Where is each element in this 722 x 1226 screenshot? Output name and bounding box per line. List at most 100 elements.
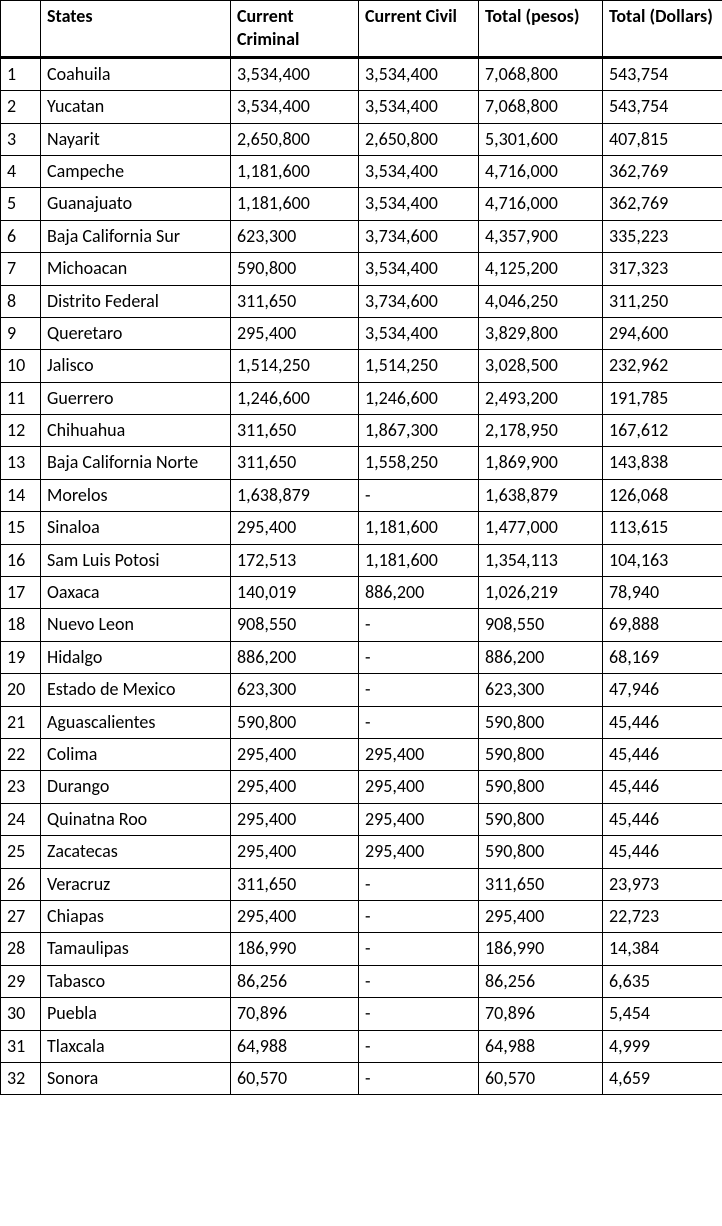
cell-state: Chihuahua bbox=[41, 415, 231, 447]
cell-pesos: 70,896 bbox=[479, 998, 603, 1030]
cell-pesos: 86,256 bbox=[479, 965, 603, 997]
cell-civil: 1,181,600 bbox=[359, 512, 479, 544]
cell-state: Campeche bbox=[41, 155, 231, 187]
cell-dollars: 191,785 bbox=[603, 382, 722, 414]
cell-civil: 1,514,250 bbox=[359, 350, 479, 382]
cell-criminal: 1,181,600 bbox=[231, 155, 359, 187]
cell-state: Coahuila bbox=[41, 57, 231, 90]
cell-civil: 1,867,300 bbox=[359, 415, 479, 447]
cell-pesos: 5,301,600 bbox=[479, 123, 603, 155]
cell-dollars: 45,446 bbox=[603, 771, 722, 803]
cell-pesos: 3,028,500 bbox=[479, 350, 603, 382]
cell-dollars: 45,446 bbox=[603, 836, 722, 868]
table-row: 25Zacatecas295,400295,400590,80045,446 bbox=[1, 836, 722, 868]
cell-idx: 7 bbox=[1, 253, 41, 285]
cell-criminal: 1,181,600 bbox=[231, 188, 359, 220]
cell-dollars: 543,754 bbox=[603, 91, 722, 123]
cell-civil: 3,534,400 bbox=[359, 253, 479, 285]
cell-dollars: 407,815 bbox=[603, 123, 722, 155]
cell-pesos: 623,300 bbox=[479, 674, 603, 706]
cell-pesos: 311,650 bbox=[479, 868, 603, 900]
cell-idx: 29 bbox=[1, 965, 41, 997]
cell-criminal: 3,534,400 bbox=[231, 57, 359, 90]
cell-pesos: 4,716,000 bbox=[479, 155, 603, 187]
table-row: 32Sonora60,570-60,5704,659 bbox=[1, 1062, 722, 1094]
cell-state: Oaxaca bbox=[41, 577, 231, 609]
cell-idx: 15 bbox=[1, 512, 41, 544]
cell-idx: 16 bbox=[1, 544, 41, 576]
table-row: 4Campeche1,181,6003,534,4004,716,000362,… bbox=[1, 155, 722, 187]
cell-dollars: 126,068 bbox=[603, 479, 722, 511]
cell-state: Chiapas bbox=[41, 900, 231, 932]
cell-pesos: 3,829,800 bbox=[479, 317, 603, 349]
header-dollars: Total (Dollars) bbox=[603, 1, 722, 58]
header-states: States bbox=[41, 1, 231, 58]
cell-dollars: 167,612 bbox=[603, 415, 722, 447]
cell-civil: 3,734,600 bbox=[359, 220, 479, 252]
cell-state: Tamaulipas bbox=[41, 933, 231, 965]
cell-idx: 25 bbox=[1, 836, 41, 868]
cell-criminal: 590,800 bbox=[231, 253, 359, 285]
cell-pesos: 908,550 bbox=[479, 609, 603, 641]
table-row: 13Baja California Norte311,6501,558,2501… bbox=[1, 447, 722, 479]
cell-state: Nayarit bbox=[41, 123, 231, 155]
cell-pesos: 1,638,879 bbox=[479, 479, 603, 511]
cell-pesos: 590,800 bbox=[479, 771, 603, 803]
cell-state: Yucatan bbox=[41, 91, 231, 123]
cell-dollars: 311,250 bbox=[603, 285, 722, 317]
cell-civil: 295,400 bbox=[359, 803, 479, 835]
cell-criminal: 295,400 bbox=[231, 771, 359, 803]
cell-criminal: 186,990 bbox=[231, 933, 359, 965]
cell-state: Estado de Mexico bbox=[41, 674, 231, 706]
cell-state: Michoacan bbox=[41, 253, 231, 285]
cell-idx: 5 bbox=[1, 188, 41, 220]
table-row: 29Tabasco86,256-86,2566,635 bbox=[1, 965, 722, 997]
cell-pesos: 2,493,200 bbox=[479, 382, 603, 414]
cell-criminal: 60,570 bbox=[231, 1062, 359, 1094]
cell-pesos: 295,400 bbox=[479, 900, 603, 932]
cell-state: Morelos bbox=[41, 479, 231, 511]
cell-pesos: 590,800 bbox=[479, 836, 603, 868]
cell-dollars: 47,946 bbox=[603, 674, 722, 706]
cell-pesos: 4,716,000 bbox=[479, 188, 603, 220]
table-row: 7Michoacan590,8003,534,4004,125,200317,3… bbox=[1, 253, 722, 285]
cell-dollars: 104,163 bbox=[603, 544, 722, 576]
cell-idx: 4 bbox=[1, 155, 41, 187]
cell-idx: 1 bbox=[1, 57, 41, 90]
cell-pesos: 7,068,800 bbox=[479, 57, 603, 90]
table-row: 18Nuevo Leon908,550-908,55069,888 bbox=[1, 609, 722, 641]
cell-dollars: 6,635 bbox=[603, 965, 722, 997]
cell-criminal: 86,256 bbox=[231, 965, 359, 997]
cell-dollars: 543,754 bbox=[603, 57, 722, 90]
cell-dollars: 5,454 bbox=[603, 998, 722, 1030]
cell-dollars: 45,446 bbox=[603, 738, 722, 770]
cell-idx: 17 bbox=[1, 577, 41, 609]
cell-criminal: 295,400 bbox=[231, 512, 359, 544]
cell-civil: - bbox=[359, 933, 479, 965]
cell-state: Aguascalientes bbox=[41, 706, 231, 738]
cell-state: Puebla bbox=[41, 998, 231, 1030]
cell-civil: - bbox=[359, 1030, 479, 1062]
cell-idx: 24 bbox=[1, 803, 41, 835]
cell-criminal: 140,019 bbox=[231, 577, 359, 609]
cell-pesos: 1,477,000 bbox=[479, 512, 603, 544]
cell-state: Guanajuato bbox=[41, 188, 231, 220]
table-row: 16Sam Luis Potosi172,5131,181,6001,354,1… bbox=[1, 544, 722, 576]
cell-pesos: 590,800 bbox=[479, 738, 603, 770]
cell-pesos: 186,990 bbox=[479, 933, 603, 965]
cell-idx: 18 bbox=[1, 609, 41, 641]
cell-civil: 3,534,400 bbox=[359, 155, 479, 187]
cell-idx: 11 bbox=[1, 382, 41, 414]
cell-criminal: 311,650 bbox=[231, 285, 359, 317]
table-row: 6Baja California Sur623,3003,734,6004,35… bbox=[1, 220, 722, 252]
cell-civil: 1,181,600 bbox=[359, 544, 479, 576]
cell-civil: - bbox=[359, 674, 479, 706]
cell-pesos: 60,570 bbox=[479, 1062, 603, 1094]
cell-idx: 23 bbox=[1, 771, 41, 803]
cell-state: Veracruz bbox=[41, 868, 231, 900]
table-row: 17Oaxaca140,019886,2001,026,21978,940 bbox=[1, 577, 722, 609]
cell-civil: 3,534,400 bbox=[359, 188, 479, 220]
cell-idx: 8 bbox=[1, 285, 41, 317]
cell-state: Queretaro bbox=[41, 317, 231, 349]
cell-criminal: 311,650 bbox=[231, 447, 359, 479]
